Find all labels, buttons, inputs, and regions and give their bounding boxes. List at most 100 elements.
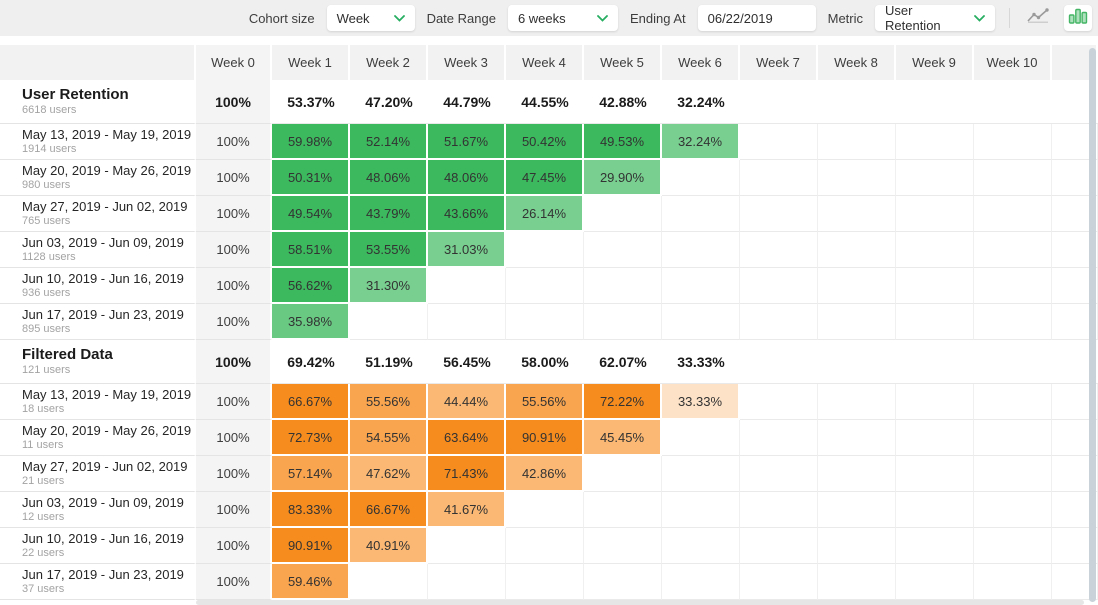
retention-value-cell[interactable]: 57.14%: [272, 456, 350, 492]
retention-empty-cell: [506, 492, 584, 528]
retention-empty-cell: [974, 232, 1052, 268]
retention-value-cell[interactable]: 90.91%: [272, 528, 350, 564]
retention-value-cell[interactable]: 49.54%: [272, 196, 350, 232]
cohort-date-range: Jun 10, 2019 - Jun 16, 2019: [22, 271, 184, 286]
retention-value-cell[interactable]: 71.43%: [428, 456, 506, 492]
retention-value-cell[interactable]: 58.51%: [272, 232, 350, 268]
horizontal-scrollbar[interactable]: [196, 600, 1084, 605]
week-header-cell: Week 10: [974, 45, 1052, 80]
retention-value-cell[interactable]: 90.91%: [506, 420, 584, 456]
retention-value-cell[interactable]: 59.46%: [272, 564, 350, 600]
retention-empty-cell: [740, 268, 818, 304]
bar-chart-toggle-button[interactable]: [1064, 5, 1092, 31]
retention-value-cell[interactable]: 48.06%: [350, 160, 428, 196]
retention-empty-cell: [662, 492, 740, 528]
retention-empty-cell: [740, 304, 818, 340]
retention-empty-cell: [818, 528, 896, 564]
cohort-label-cell: May 27, 2019 - Jun 02, 2019 765 users: [0, 196, 196, 232]
retention-empty-cell: [974, 564, 1052, 600]
cohort-date-range: Jun 03, 2019 - Jun 09, 2019: [22, 495, 184, 510]
cohort-user-count: 21 users: [22, 475, 65, 487]
retention-value-cell[interactable]: 72.22%: [584, 384, 662, 420]
retention-value-cell[interactable]: 48.06%: [428, 160, 506, 196]
ending-at-input[interactable]: [697, 5, 816, 31]
summary-value-cell: 58.00%: [506, 340, 584, 384]
summary-value-cell: 62.07%: [584, 340, 662, 384]
section-label-cell: Filtered Data 121 users: [0, 340, 196, 384]
retention-value-cell[interactable]: 32.24%: [662, 124, 740, 160]
cohort-label-cell: May 13, 2019 - May 19, 2019 1914 users: [0, 124, 196, 160]
cohort-date-range: Jun 03, 2019 - Jun 09, 2019: [22, 235, 184, 250]
retention-empty-cell: [974, 304, 1052, 340]
retention-empty-cell: 100%: [196, 196, 272, 232]
week-header-cell: Week 7: [740, 45, 818, 80]
retention-value-cell[interactable]: 55.56%: [506, 384, 584, 420]
cohort-size-select[interactable]: Week: [326, 5, 415, 31]
summary-value-cell: 33.33%: [662, 340, 740, 384]
retention-value-cell[interactable]: 31.03%: [428, 232, 506, 268]
retention-empty-cell: 100%: [196, 384, 272, 420]
retention-value-cell[interactable]: 63.64%: [428, 420, 506, 456]
cohort-row: May 27, 2019 - Jun 02, 2019 765 users 100%…: [0, 196, 1098, 232]
retention-empty-cell: [662, 196, 740, 232]
retention-value-cell[interactable]: 35.98%: [272, 304, 350, 340]
retention-value-cell[interactable]: 66.67%: [350, 492, 428, 528]
retention-value-cell[interactable]: 56.62%: [272, 268, 350, 304]
retention-value-cell[interactable]: 52.14%: [350, 124, 428, 160]
retention-value-cell[interactable]: 50.31%: [272, 160, 350, 196]
date-range-value: 6 weeks: [517, 10, 566, 26]
metric-select[interactable]: User Retention: [875, 3, 995, 33]
cohort-label-cell: Jun 10, 2019 - Jun 16, 2019 936 users: [0, 268, 196, 304]
retention-value-cell[interactable]: 53.55%: [350, 232, 428, 268]
cohort-label-cell: Jun 17, 2019 - Jun 23, 2019 37 users: [0, 564, 196, 600]
retention-value-cell[interactable]: 41.67%: [428, 492, 506, 528]
summary-value-cell: 51.19%: [350, 340, 428, 384]
line-chart-icon: [1027, 8, 1049, 28]
retention-value-cell[interactable]: 31.30%: [350, 268, 428, 304]
retention-empty-cell: [506, 232, 584, 268]
retention-value-cell[interactable]: 47.62%: [350, 456, 428, 492]
cohort-size-value: Week: [336, 10, 370, 26]
retention-value-cell[interactable]: 66.67%: [272, 384, 350, 420]
summary-row: Filtered Data 121 users 100% 69.42% 51.19% 56…: [0, 340, 1098, 384]
retention-empty-cell: 100%: [196, 564, 272, 600]
retention-value-cell[interactable]: 43.79%: [350, 196, 428, 232]
retention-value-cell[interactable]: 54.55%: [350, 420, 428, 456]
retention-value-cell[interactable]: 26.14%: [506, 196, 584, 232]
cohort-date-range: Jun 17, 2019 - Jun 23, 2019: [22, 567, 184, 582]
retention-empty-cell: 100%: [196, 124, 272, 160]
retention-empty-cell: [428, 268, 506, 304]
retention-empty-cell: [662, 528, 740, 564]
retention-value-cell[interactable]: 55.56%: [350, 384, 428, 420]
retention-empty-cell: [818, 196, 896, 232]
retention-value-cell[interactable]: 40.91%: [350, 528, 428, 564]
cohort-row: May 27, 2019 - Jun 02, 2019 21 users 100% 5…: [0, 456, 1098, 492]
retention-empty-cell: [818, 268, 896, 304]
retention-value-cell[interactable]: 47.45%: [506, 160, 584, 196]
retention-value-cell[interactable]: 50.42%: [506, 124, 584, 160]
retention-value-cell[interactable]: 42.86%: [506, 456, 584, 492]
retention-value-cell[interactable]: 83.33%: [272, 492, 350, 528]
cohort-user-count: 12 users: [22, 511, 65, 523]
date-range-select[interactable]: 6 weeks: [507, 5, 618, 31]
retention-value-cell[interactable]: 49.53%: [584, 124, 662, 160]
vertical-scrollbar[interactable]: [1089, 48, 1096, 602]
week-header-cell: Week 9: [896, 45, 974, 80]
retention-value-cell[interactable]: 45.45%: [584, 420, 662, 456]
retention-value-cell[interactable]: 33.33%: [662, 384, 740, 420]
retention-value-cell[interactable]: 51.67%: [428, 124, 506, 160]
retention-value-cell[interactable]: 29.90%: [584, 160, 662, 196]
cohort-user-count: 765 users: [22, 215, 71, 227]
metric-value: User Retention: [885, 3, 941, 33]
retention-empty-cell: 100%: [196, 420, 272, 456]
cohort-label-cell: May 27, 2019 - Jun 02, 2019 21 users: [0, 456, 196, 492]
retention-empty-cell: [896, 232, 974, 268]
retention-empty-cell: [584, 528, 662, 564]
retention-empty-cell: 100%: [196, 232, 272, 268]
retention-value-cell[interactable]: 72.73%: [272, 420, 350, 456]
retention-value-cell[interactable]: 43.66%: [428, 196, 506, 232]
retention-value-cell[interactable]: 44.44%: [428, 384, 506, 420]
line-chart-toggle-button[interactable]: [1024, 5, 1052, 31]
retention-value-cell[interactable]: 59.98%: [272, 124, 350, 160]
